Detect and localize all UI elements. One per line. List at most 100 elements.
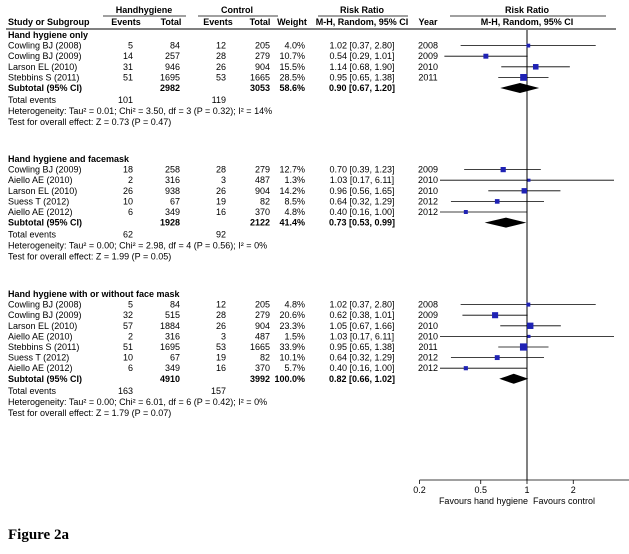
subtotal-ci: 0.90 [0.67, 1.20] [329, 83, 395, 93]
events-control: 12 [216, 300, 226, 310]
heterogeneity-text: Heterogeneity: Tau² = 0.00; Chi² = 6.01,… [8, 397, 267, 407]
events-hh: 57 [123, 321, 133, 331]
table-row: Cowling BJ (2008) 5 84 12 205 4.8% 1.02 [0.37,… [8, 300, 438, 310]
weight: 8.5% [284, 196, 305, 206]
events-hh: 6 [128, 363, 133, 373]
subgroup-title: Hand hygiene with or without face mask [8, 289, 181, 299]
total-hh: 258 [165, 165, 180, 175]
subtotal-weight: 100.0% [274, 374, 305, 384]
table-row: Cowling BJ (2009) 14 257 28 279 10.7% 0.54 [0.… [8, 51, 438, 61]
weight: 5.7% [284, 363, 305, 373]
risk-ratio-ci: 1.02 [0.37, 2.80] [329, 41, 394, 51]
header-events1: Events [111, 17, 141, 27]
study-point [494, 355, 500, 361]
study-point [532, 64, 539, 70]
events-control: 12 [216, 41, 226, 51]
study-point [527, 178, 531, 182]
weight: 10.7% [279, 51, 305, 61]
risk-ratio-ci: 0.40 [0.16, 1.00] [329, 207, 394, 217]
x-tick-label: 2 [571, 485, 576, 495]
header-study: Study or Subgroup [8, 17, 90, 27]
year: 2009 [418, 310, 438, 320]
table-row: Aiello AE (2010) 2 316 3 487 1.3% 1.03 [0.17, … [8, 175, 438, 185]
total-events-label: Total events [8, 386, 57, 396]
subtotal-total-hh: 4910 [160, 374, 180, 384]
subtotal-total-hh: 2982 [160, 83, 180, 93]
events-hh: 14 [123, 51, 133, 61]
events-control: 26 [216, 321, 226, 331]
total-hh: 67 [170, 196, 180, 206]
study-point [521, 188, 527, 194]
study-point [500, 166, 506, 173]
year: 2010 [418, 186, 438, 196]
events-control: 53 [216, 342, 226, 352]
risk-ratio-ci: 1.03 [0.17, 6.11] [330, 175, 394, 185]
total-control: 279 [255, 51, 270, 61]
events-hh: 5 [128, 300, 133, 310]
risk-ratio-ci: 0.95 [0.65, 1.38] [329, 342, 394, 352]
total-control: 370 [255, 207, 270, 217]
x-tick-label: 0.2 [413, 485, 426, 495]
forest-plot: Handhygiene Control Risk Ratio Risk Ratio St… [6, 5, 629, 506]
total-events-row: Total events 101 119 [8, 95, 226, 105]
table-row: Stebbins S (2011) 51 1695 53 1665 28.5% 0.95 [… [8, 72, 438, 82]
events-control: 19 [216, 196, 226, 206]
favours-left-label: Favours hand hygiene [439, 496, 528, 506]
subtotal-row: Subtotal (95% CI) 4910 3992 100.0% 0.82 [0.6… [8, 374, 395, 384]
events-hh: 5 [128, 41, 133, 51]
overall-effect-text: Test for overall effect: Z = 0.73 (P = 0… [8, 117, 171, 127]
table-row: Larson EL (2010) 57 1884 26 904 23.3% 1.05 [0.… [8, 321, 438, 331]
weight: 15.5% [279, 62, 305, 72]
weight: 23.3% [279, 321, 305, 331]
heterogeneity-text: Heterogeneity: Tau² = 0.00; Chi² = 2.98,… [8, 241, 267, 251]
weight: 20.6% [279, 310, 305, 320]
subgroup-title: Hand hygiene only [8, 30, 88, 40]
events-hh: 10 [123, 353, 133, 363]
year: 2011 [418, 72, 437, 82]
total-hh: 316 [165, 331, 180, 341]
events-hh: 51 [123, 72, 133, 82]
total-hh: 946 [165, 62, 180, 72]
total-events-hh: 101 [118, 95, 133, 105]
total-hh: 84 [170, 41, 180, 51]
total-events-control: 119 [212, 95, 226, 105]
total-hh: 84 [170, 300, 180, 310]
risk-ratio-ci: 0.62 [0.38, 1.01] [329, 310, 394, 320]
subtotal-total-control: 2122 [250, 218, 270, 228]
study-point [526, 302, 531, 307]
study-point [520, 73, 527, 81]
risk-ratio-ci: 0.70 [0.39, 1.23] [329, 165, 394, 175]
total-hh: 1695 [160, 72, 180, 82]
x-tick-label: 1 [524, 485, 529, 495]
total-events-label: Total events [8, 230, 57, 240]
events-control: 3 [221, 331, 226, 341]
events-hh: 6 [128, 207, 133, 217]
subtotal-label: Subtotal (95% CI) [8, 83, 82, 93]
subtotal-diamond [500, 83, 540, 93]
table-row: Suess T (2012) 10 67 19 82 8.5% 0.64 [0.32, 1.… [8, 196, 438, 206]
study-name: Cowling BJ (2009) [8, 165, 82, 175]
events-control: 28 [216, 165, 226, 175]
events-control: 53 [216, 72, 226, 82]
risk-ratio-ci: 1.05 [0.67, 1.66] [329, 321, 394, 331]
total-events-row: Total events 62 92 [8, 230, 226, 240]
year: 2011 [418, 342, 437, 352]
risk-ratio-ci: 0.64 [0.32, 1.29] [329, 196, 394, 206]
x-tick-label: 0.5 [474, 485, 487, 495]
subtotal-diamond [499, 373, 529, 384]
events-hh: 18 [123, 165, 133, 175]
events-control: 19 [216, 353, 226, 363]
year: 2010 [418, 321, 438, 331]
study-name: Aiello AE (2010) [8, 331, 73, 341]
table-row: Cowling BJ (2009) 18 258 28 279 12.7% 0.70 [0.… [8, 165, 438, 175]
year: 2009 [418, 165, 438, 175]
events-control: 26 [216, 186, 226, 196]
year: 2012 [418, 207, 438, 217]
total-events-control: 157 [211, 386, 226, 396]
header-total1: Total [161, 17, 182, 27]
weight: 14.2% [279, 186, 305, 196]
events-hh: 10 [123, 196, 133, 206]
